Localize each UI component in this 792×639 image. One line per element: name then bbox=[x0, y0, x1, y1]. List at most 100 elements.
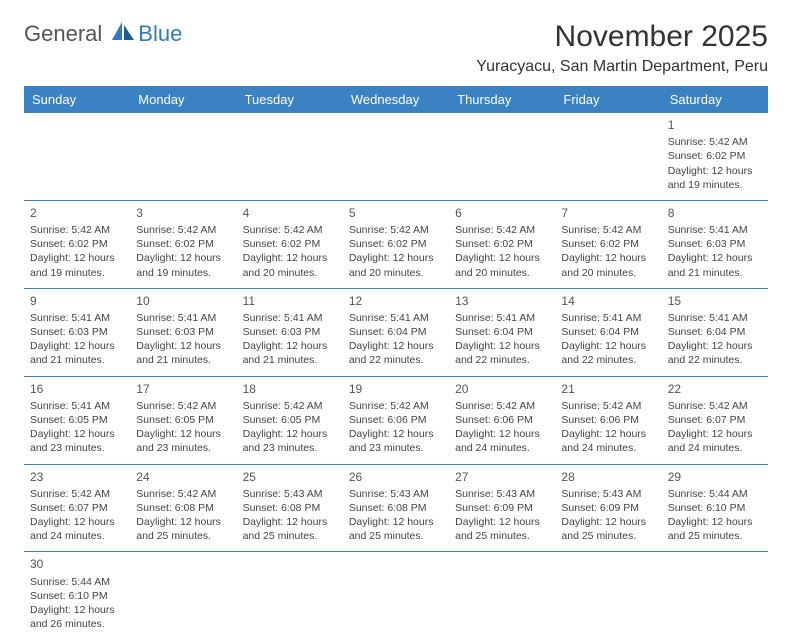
sunrise-line: Sunrise: 5:42 AM bbox=[243, 223, 337, 237]
daylight-line-1: Daylight: 12 hours bbox=[30, 515, 124, 529]
calendar-cell: 11Sunrise: 5:41 AMSunset: 6:03 PMDayligh… bbox=[237, 288, 343, 376]
daylight-line-1: Daylight: 12 hours bbox=[243, 339, 337, 353]
sunrise-line: Sunrise: 5:42 AM bbox=[455, 223, 549, 237]
daylight-line-1: Daylight: 12 hours bbox=[349, 515, 443, 529]
sunset-line: Sunset: 6:04 PM bbox=[668, 325, 762, 339]
sunset-line: Sunset: 6:06 PM bbox=[455, 413, 549, 427]
day-number: 4 bbox=[243, 205, 337, 221]
daylight-line-1: Daylight: 12 hours bbox=[668, 515, 762, 529]
header-bar: General Blue November 2025 Yuracyacu, Sa… bbox=[24, 20, 768, 76]
sail-icon bbox=[110, 20, 136, 47]
daylight-line-1: Daylight: 12 hours bbox=[136, 339, 230, 353]
calendar-cell bbox=[130, 552, 236, 639]
daylight-line-1: Daylight: 12 hours bbox=[668, 164, 762, 178]
sunset-line: Sunset: 6:08 PM bbox=[243, 501, 337, 515]
sunrise-line: Sunrise: 5:43 AM bbox=[243, 487, 337, 501]
daylight-line-2: and 22 minutes. bbox=[455, 353, 549, 367]
calendar-table: Sunday Monday Tuesday Wednesday Thursday… bbox=[24, 86, 768, 639]
daylight-line-1: Daylight: 12 hours bbox=[455, 251, 549, 265]
sunset-line: Sunset: 6:06 PM bbox=[561, 413, 655, 427]
calendar-cell bbox=[24, 113, 130, 200]
sunset-line: Sunset: 6:04 PM bbox=[349, 325, 443, 339]
calendar-cell bbox=[662, 552, 768, 639]
day-number: 24 bbox=[136, 469, 230, 485]
calendar-cell: 10Sunrise: 5:41 AMSunset: 6:03 PMDayligh… bbox=[130, 288, 236, 376]
sunset-line: Sunset: 6:02 PM bbox=[561, 237, 655, 251]
day-header: Friday bbox=[555, 86, 661, 113]
calendar-cell: 6 Sunrise: 5:42 AMSunset: 6:02 PMDaylight… bbox=[449, 200, 555, 288]
calendar-cell: 18Sunrise: 5:42 AMSunset: 6:05 PMDayligh… bbox=[237, 376, 343, 464]
day-number: 2 bbox=[30, 205, 124, 221]
daylight-line-2: and 25 minutes. bbox=[455, 529, 549, 543]
sunset-line: Sunset: 6:07 PM bbox=[30, 501, 124, 515]
sunset-line: Sunset: 6:05 PM bbox=[243, 413, 337, 427]
day-header-row: Sunday Monday Tuesday Wednesday Thursday… bbox=[24, 86, 768, 113]
daylight-line-2: and 23 minutes. bbox=[30, 441, 124, 455]
daylight-line-1: Daylight: 12 hours bbox=[136, 515, 230, 529]
sunset-line: Sunset: 6:02 PM bbox=[668, 149, 762, 163]
calendar-cell bbox=[130, 113, 236, 200]
daylight-line-2: and 22 minutes. bbox=[349, 353, 443, 367]
calendar-row: 23Sunrise: 5:42 AMSunset: 6:07 PMDayligh… bbox=[24, 464, 768, 552]
calendar-cell: 22Sunrise: 5:42 AMSunset: 6:07 PMDayligh… bbox=[662, 376, 768, 464]
daylight-line-2: and 22 minutes. bbox=[668, 353, 762, 367]
logo-text-general: General bbox=[24, 21, 102, 47]
sunrise-line: Sunrise: 5:42 AM bbox=[668, 399, 762, 413]
calendar-cell: 7Sunrise: 5:42 AMSunset: 6:02 PMDaylight… bbox=[555, 200, 661, 288]
sunrise-line: Sunrise: 5:42 AM bbox=[349, 399, 443, 413]
sunrise-line: Sunrise: 5:41 AM bbox=[136, 311, 230, 325]
logo-text-blue: Blue bbox=[138, 21, 182, 47]
daylight-line-1: Daylight: 12 hours bbox=[243, 251, 337, 265]
daylight-line-2: and 25 minutes. bbox=[136, 529, 230, 543]
calendar-row: 2Sunrise: 5:42 AMSunset: 6:02 PMDaylight… bbox=[24, 200, 768, 288]
sunrise-line: Sunrise: 5:42 AM bbox=[668, 135, 762, 149]
day-number: 11 bbox=[243, 293, 337, 309]
daylight-line-2: and 19 minutes. bbox=[668, 178, 762, 192]
daylight-line-2: and 26 minutes. bbox=[30, 617, 124, 631]
day-header: Monday bbox=[130, 86, 236, 113]
daylight-line-1: Daylight: 12 hours bbox=[561, 251, 655, 265]
sunset-line: Sunset: 6:04 PM bbox=[561, 325, 655, 339]
daylight-line-1: Daylight: 12 hours bbox=[243, 515, 337, 529]
calendar-cell: 27Sunrise: 5:43 AMSunset: 6:09 PMDayligh… bbox=[449, 464, 555, 552]
sunrise-line: Sunrise: 5:43 AM bbox=[561, 487, 655, 501]
day-number: 8 bbox=[668, 205, 762, 221]
day-number: 6 bbox=[455, 205, 549, 221]
daylight-line-1: Daylight: 12 hours bbox=[136, 427, 230, 441]
daylight-line-1: Daylight: 12 hours bbox=[30, 339, 124, 353]
sunset-line: Sunset: 6:05 PM bbox=[136, 413, 230, 427]
day-number: 20 bbox=[455, 381, 549, 397]
calendar-row: 16Sunrise: 5:41 AMSunset: 6:05 PMDayligh… bbox=[24, 376, 768, 464]
day-number: 19 bbox=[349, 381, 443, 397]
daylight-line-2: and 20 minutes. bbox=[561, 266, 655, 280]
calendar-cell: 29Sunrise: 5:44 AMSunset: 6:10 PMDayligh… bbox=[662, 464, 768, 552]
calendar-cell bbox=[555, 113, 661, 200]
sunrise-line: Sunrise: 5:42 AM bbox=[349, 223, 443, 237]
sunset-line: Sunset: 6:08 PM bbox=[136, 501, 230, 515]
sunrise-line: Sunrise: 5:41 AM bbox=[30, 399, 124, 413]
calendar-row: 1 Sunrise: 5:42 AMSunset: 6:02 PMDaylight… bbox=[24, 113, 768, 200]
calendar-cell: 5Sunrise: 5:42 AMSunset: 6:02 PMDaylight… bbox=[343, 200, 449, 288]
daylight-line-2: and 22 minutes. bbox=[561, 353, 655, 367]
sunrise-line: Sunrise: 5:41 AM bbox=[668, 223, 762, 237]
sunrise-line: Sunrise: 5:44 AM bbox=[668, 487, 762, 501]
daylight-line-2: and 20 minutes. bbox=[455, 266, 549, 280]
sunrise-line: Sunrise: 5:41 AM bbox=[668, 311, 762, 325]
calendar-cell: 17Sunrise: 5:42 AMSunset: 6:05 PMDayligh… bbox=[130, 376, 236, 464]
day-number: 1 bbox=[668, 117, 762, 133]
day-header: Tuesday bbox=[237, 86, 343, 113]
sunset-line: Sunset: 6:07 PM bbox=[668, 413, 762, 427]
daylight-line-2: and 21 minutes. bbox=[136, 353, 230, 367]
daylight-line-2: and 23 minutes. bbox=[243, 441, 337, 455]
sunset-line: Sunset: 6:09 PM bbox=[561, 501, 655, 515]
day-number: 25 bbox=[243, 469, 337, 485]
calendar-cell bbox=[237, 113, 343, 200]
sunrise-line: Sunrise: 5:43 AM bbox=[455, 487, 549, 501]
calendar-cell bbox=[555, 552, 661, 639]
daylight-line-2: and 20 minutes. bbox=[243, 266, 337, 280]
calendar-cell: 13Sunrise: 5:41 AMSunset: 6:04 PMDayligh… bbox=[449, 288, 555, 376]
calendar-row: 30Sunrise: 5:44 AMSunset: 6:10 PMDayligh… bbox=[24, 552, 768, 639]
calendar-cell bbox=[449, 113, 555, 200]
sunrise-line: Sunrise: 5:41 AM bbox=[561, 311, 655, 325]
sunset-line: Sunset: 6:02 PM bbox=[455, 237, 549, 251]
